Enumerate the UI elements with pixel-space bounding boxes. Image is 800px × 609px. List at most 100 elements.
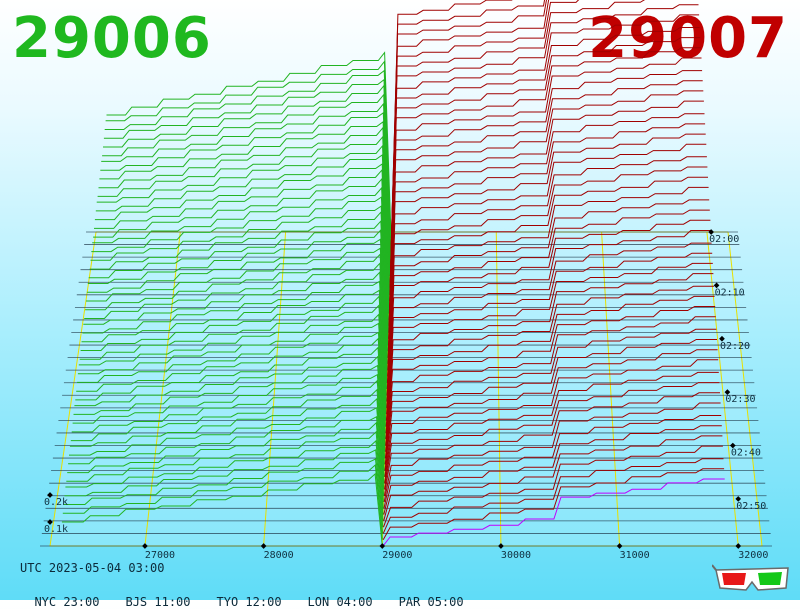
bid-depth-curve — [67, 421, 384, 509]
ask-depth-curve — [385, 262, 713, 421]
ask-depth-curve — [388, 100, 704, 327]
bid-depth-curve — [78, 313, 387, 427]
ask-depth-curve — [384, 328, 717, 459]
bid-depth-curve — [66, 430, 384, 515]
tick-marker — [260, 543, 267, 549]
bid-depth-curve — [82, 280, 387, 402]
bid-depth-curve — [86, 247, 388, 377]
tick-marker — [142, 543, 148, 549]
ask-depth-curve — [384, 339, 717, 465]
ask-depth-curve — [389, 70, 703, 308]
bid-depth-curve — [100, 111, 391, 277]
bid-depth-curve — [80, 295, 387, 415]
tick-marker — [729, 442, 736, 449]
city-time: NYC 23:00 — [34, 595, 100, 609]
bid-depth-curve — [93, 177, 389, 327]
bid-depth-curve — [103, 84, 391, 258]
x-tick-label: 28000 — [264, 550, 294, 561]
price-grid-line — [601, 231, 621, 547]
bid-depth-curve — [74, 355, 386, 459]
bid-depth-curve — [62, 463, 383, 540]
ask-depth-curve — [385, 316, 716, 452]
bid-depth-curve — [97, 135, 390, 295]
ask-depth-curve — [382, 468, 725, 540]
bid-depth-curve — [94, 163, 390, 314]
bid-depth-curve — [90, 205, 389, 346]
ask-depth-curve — [386, 209, 710, 390]
time-tick-label: 02:50 — [736, 501, 766, 512]
bid-depth-curve — [105, 60, 392, 239]
bid-depth-curve — [88, 219, 388, 358]
ask-depth-curve — [388, 113, 705, 333]
tick-marker — [724, 389, 731, 395]
grid-layer — [40, 231, 772, 547]
ask-depth-curve — [391, 0, 513, 233]
bid-depth-curve — [106, 51, 392, 233]
bid-depth-curve — [63, 458, 384, 534]
ask-depth-curve — [386, 219, 711, 396]
bid-depth-curve — [81, 289, 387, 408]
tick-marker — [713, 282, 720, 289]
series-layer — [61, 0, 725, 547]
tick-marker — [735, 543, 742, 549]
utc-time: UTC 2023-05-04 03:00 — [20, 561, 165, 575]
bid-depth-curve — [64, 449, 384, 528]
bid-depth-curve — [101, 102, 391, 270]
bid-depth-curve — [73, 364, 385, 465]
time-tick-label: 02:10 — [715, 287, 745, 298]
ask-depth-curve — [383, 425, 722, 515]
3d-glasses-icon[interactable] — [712, 562, 792, 594]
ask-depth-curve — [390, 0, 646, 264]
ask-depth-curve — [390, 0, 547, 245]
tick-marker — [708, 229, 714, 235]
price-grid-line — [706, 231, 739, 547]
ask-depth-curve — [389, 37, 701, 289]
ask-depth-curve — [385, 285, 714, 434]
city-time: LON 04:00 — [307, 595, 373, 609]
ask-depth-curve — [383, 392, 720, 496]
bid-depth-curve — [85, 253, 388, 383]
ask-depth-curve — [390, 0, 546, 239]
ask-depth-curve — [383, 445, 723, 528]
ask-depth-curve — [388, 90, 704, 320]
ask-depth-curve — [388, 123, 706, 339]
bid-depth-curve — [94, 168, 389, 320]
bid-depth-curve — [86, 238, 388, 371]
x-tick-label: 32000 — [738, 550, 768, 561]
ask-depth-curve — [384, 349, 718, 471]
bid-depth-curve — [98, 126, 390, 289]
bid-depth-curve — [61, 472, 383, 547]
ask-depth-curve — [386, 252, 713, 415]
ask-depth-curve — [390, 0, 550, 251]
city-time: PAR 05:00 — [398, 595, 464, 609]
ask-depth-curve — [386, 199, 710, 383]
ask-depth-curve — [387, 166, 708, 364]
ask-depth-curve — [387, 143, 707, 352]
volume-tick-label: 0.2k — [44, 497, 68, 508]
ask-depth-curve — [384, 359, 719, 477]
bid-depth-curve — [95, 153, 390, 308]
bid-depth-curve — [83, 271, 387, 396]
ask-depth-curve — [387, 186, 709, 377]
ask-depth-curve — [388, 80, 703, 314]
ask-depth-curve — [384, 382, 720, 490]
x-tick-label: 30000 — [501, 550, 531, 561]
price-grid-line — [144, 231, 181, 547]
bid-depth-curve — [104, 69, 392, 245]
label-layer: 27000 28000 29000 30000 31000 32000 0.1k 0.2k 02… — [44, 229, 768, 561]
bid-depth-curve — [102, 93, 391, 264]
x-tick-label: 31000 — [620, 550, 650, 561]
bid-depth-curve — [84, 262, 388, 390]
tick-marker — [735, 496, 742, 502]
bid-depth-curve — [69, 397, 385, 490]
ask-depth-curve — [383, 415, 722, 509]
tick-marker — [379, 543, 386, 549]
bid-price: 29006 — [12, 6, 212, 71]
ask-depth-curve — [387, 156, 707, 358]
bid-depth-curve — [91, 196, 389, 339]
bid-depth-curve — [77, 322, 386, 434]
bid-depth-curve — [70, 388, 385, 484]
ask-depth-curve — [384, 371, 719, 484]
bid-depth-curve — [87, 228, 388, 364]
